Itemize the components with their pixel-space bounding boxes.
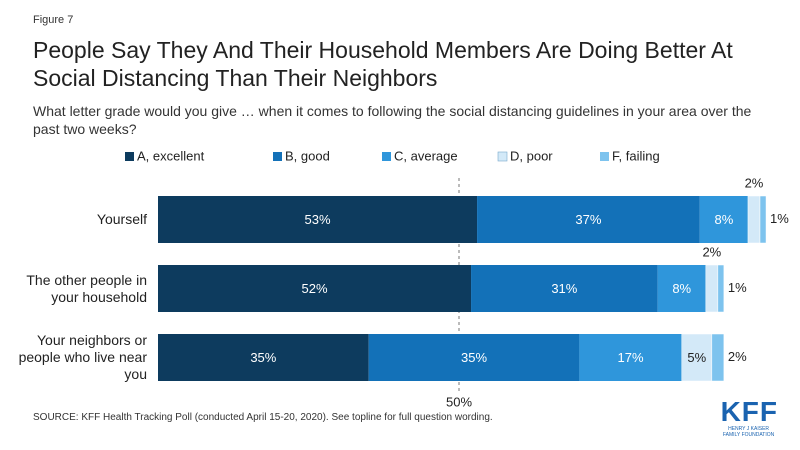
value-label: 1% [770,211,789,226]
value-label: 35% [250,350,276,365]
legend-label: F, failing [612,148,660,163]
chart-title: People Say They And Their Household Memb… [33,37,733,91]
bar-segment [158,265,472,312]
value-label: 5% [687,350,706,365]
legend-label: D, poor [510,148,553,163]
legend-swatch [273,152,282,161]
legend-swatch [497,151,508,162]
bar-segment [705,264,719,313]
value-label: 1% [728,280,747,295]
bar-segment [681,333,713,382]
bar-segment [158,196,478,243]
bar-segment [657,265,706,312]
logo-text: KFF [720,396,778,427]
bar-segment [717,264,725,313]
value-label: 37% [575,212,601,227]
legend-label: B, good [285,148,330,163]
value-label: 2% [728,349,747,364]
bar-segment [471,265,658,312]
bar-segment [579,334,682,381]
reference-label: 50% [446,394,472,409]
category-label: Yourself [96,211,147,227]
bar-segment [368,334,580,381]
legend-swatch [382,152,391,161]
value-label: 35% [461,350,487,365]
figure-label: Figure 7 [33,14,74,26]
category-label: The other people in your household [26,271,147,305]
value-label: 8% [672,281,691,296]
logo: KFF HENRY J KAISER FAMILY FOUNDATION [720,396,778,439]
bar-segment [759,195,767,244]
bar-segment [711,333,725,382]
bar-segment [747,195,761,244]
logo-subtext: HENRY J KAISER FAMILY FOUNDATION [722,426,775,438]
category-label: Your neighbors or people who live near y… [18,332,147,382]
value-label: 52% [302,281,328,296]
value-label: 53% [305,212,331,227]
value-label: 8% [714,212,733,227]
legend-label: C, average [394,148,458,163]
value-label: 17% [618,350,644,365]
value-label: 2% [702,244,721,259]
legend-swatch [125,152,134,161]
chart-subtitle: What letter grade would you give … when … [33,103,752,137]
legend-label: A, excellent [137,148,205,163]
source-note: SOURCE: KFF Health Tracking Poll (conduc… [33,412,493,423]
bar-segment [477,196,700,243]
bar-segment [158,334,369,381]
bar-segment [699,196,748,243]
value-label: 2% [745,175,764,190]
value-label: 31% [551,281,577,296]
legend-swatch [600,152,609,161]
